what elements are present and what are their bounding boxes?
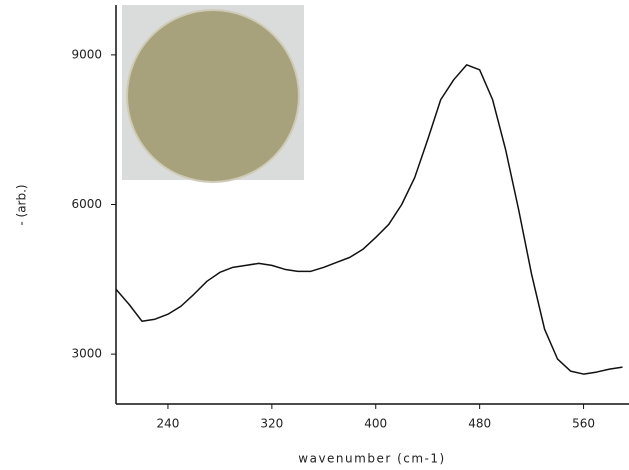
x-tick-label: 240 xyxy=(156,417,179,431)
y-tick-label: 9000 xyxy=(71,47,102,61)
x-tick-label: 400 xyxy=(364,417,387,431)
data-line xyxy=(115,64,623,375)
y-tick-label: 6000 xyxy=(71,197,102,211)
x-tick-label: 560 xyxy=(572,417,595,431)
x-axis-label: wavenumber (cm-1) xyxy=(298,452,445,466)
inset-photo xyxy=(122,5,304,183)
x-tick-label: 320 xyxy=(260,417,283,431)
y-axis-label: - (arb.) xyxy=(15,184,29,225)
sample-disc xyxy=(126,9,300,183)
y-tick-label: 3000 xyxy=(71,347,102,361)
x-tick-label: 480 xyxy=(468,417,491,431)
